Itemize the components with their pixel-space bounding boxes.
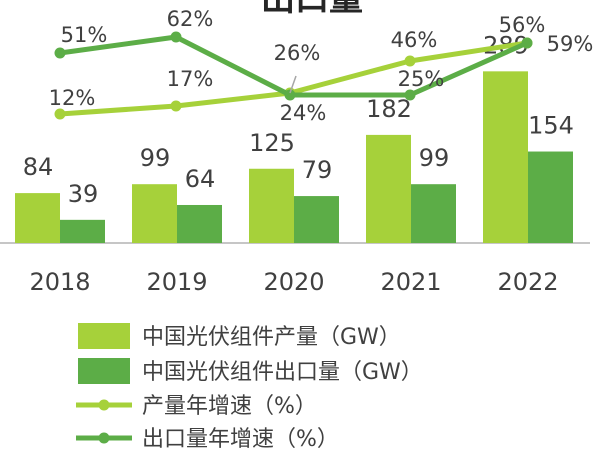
export-growth-label-2020: 24% <box>280 101 327 125</box>
bar-production-2021 <box>366 134 411 243</box>
x-tick-label-2022: 2022 <box>497 268 558 296</box>
chart-title: 出口量 <box>261 0 363 19</box>
legend-label-export: 中国光伏组件出口量（GW） <box>142 360 423 385</box>
production-growth-label-2018: 12% <box>49 86 96 110</box>
point-production-growth-2021 <box>404 55 416 67</box>
bar-production-2020 <box>249 168 294 243</box>
bar-production-2018 <box>15 193 60 243</box>
legend-label-production: 中国光伏组件产量（GW） <box>142 325 401 350</box>
x-tick-label-2018: 2018 <box>29 268 90 296</box>
point-export-growth-2018 <box>54 47 66 59</box>
legend-label-export-growth: 出口量年增速（%） <box>142 427 339 452</box>
bar-export-2020 <box>294 196 339 243</box>
production-growth-label-2020: 26% <box>274 41 321 65</box>
legend-marker-production-growth <box>98 399 110 411</box>
production-growth-label-2019: 17% <box>167 67 214 91</box>
bar-value-export-2019: 64 <box>185 165 216 193</box>
bar-layer <box>15 71 573 243</box>
point-export-growth-2019 <box>170 31 182 43</box>
bar-value-production-2021: 182 <box>366 95 412 123</box>
export-growth-label-2022: 59% <box>547 32 594 56</box>
bar-production-2022 <box>483 71 528 243</box>
bar-value-production-2019: 99 <box>140 144 171 172</box>
x-tick-label-2019: 2019 <box>146 268 207 296</box>
x-tick-label-2020: 2020 <box>263 268 324 296</box>
bar-export-2022 <box>528 151 573 243</box>
bar-export-2019 <box>177 204 222 243</box>
bar-production-2019 <box>132 184 177 243</box>
x-tick-label-2021: 2021 <box>380 268 441 296</box>
bar-export-2021 <box>411 184 456 243</box>
x-tick-layer: 2018 2019 2020 2021 2022 <box>29 268 558 296</box>
export-growth-label-2018: 51% <box>61 23 108 47</box>
line-label-layer: 12% 17% 26% 46% 56% 51% 62% 24% 25% 59% <box>49 7 594 125</box>
bar-value-export-2022: 154 <box>528 112 574 140</box>
legend-swatch-export <box>78 358 130 384</box>
point-export-growth-2021 <box>404 89 416 101</box>
legend-label-production-growth: 产量年增速（%） <box>142 394 317 419</box>
bar-export-2018 <box>60 219 105 243</box>
bar-value-export-2020: 79 <box>302 156 333 184</box>
bar-value-production-2018: 84 <box>23 153 54 181</box>
legend: 中国光伏组件产量（GW） 中国光伏组件出口量（GW） 产量年增速（%） 出口量年增速（… <box>76 323 423 452</box>
bar-value-production-2020: 125 <box>249 129 295 157</box>
export-growth-label-2019: 62% <box>167 7 214 31</box>
export-growth-label-2021: 25% <box>398 67 445 91</box>
point-export-growth-2020 <box>284 89 296 101</box>
callout-line-2020 <box>289 75 297 94</box>
production-growth-label-2021: 46% <box>391 28 438 52</box>
bar-value-export-2021: 99 <box>419 144 450 172</box>
point-production-growth-2019 <box>170 100 182 112</box>
bar-value-export-2018: 39 <box>68 180 99 208</box>
production-growth-label-2022: 56% <box>499 13 546 37</box>
legend-marker-export-growth <box>98 432 110 444</box>
point-export-growth-2022 <box>521 37 533 49</box>
legend-swatch-production <box>78 323 130 349</box>
point-production-growth-2018 <box>54 108 66 120</box>
